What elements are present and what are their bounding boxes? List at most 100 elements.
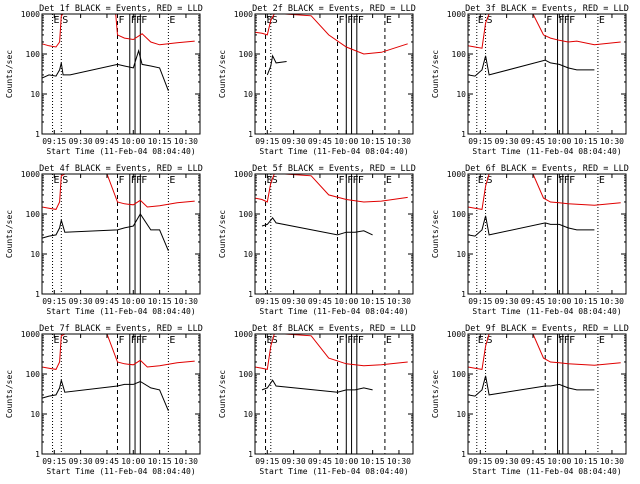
- x-tick-label: 10:30: [600, 297, 624, 306]
- y-tick-label: 100: [452, 210, 467, 219]
- chart-title: Det 3f BLACK = Events, RED = LLD: [465, 4, 629, 14]
- y-tick-label: 1000: [447, 330, 466, 339]
- event-marker-label: F: [339, 15, 345, 26]
- y-axis-label: Counts/sec: [5, 370, 14, 418]
- x-tick-label: 10:00: [547, 297, 571, 306]
- x-tick-label: 10:30: [387, 457, 411, 466]
- y-tick-label: 100: [26, 50, 41, 59]
- x-tick-label: 09:15: [468, 457, 492, 466]
- y-tick-label: 100: [26, 370, 41, 379]
- detector-panel: Det 4f BLACK = Events, RED = LLD E S F F F F E 1…: [0, 160, 213, 320]
- y-axis-label: Counts/sec: [5, 50, 14, 98]
- x-tick-label: 09:45: [308, 137, 332, 146]
- x-tick-label: 10:15: [148, 137, 172, 146]
- y-tick-label: 1: [248, 130, 253, 139]
- lld-series-line: [254, 13, 408, 55]
- events-series-line: [261, 217, 373, 236]
- event-marker-label: F: [136, 175, 142, 186]
- x-tick-label: 10:30: [600, 457, 624, 466]
- y-tick-label: 100: [26, 210, 41, 219]
- x-tick-label: 10:00: [334, 137, 358, 146]
- x-tick-label: 10:00: [547, 137, 571, 146]
- lld-series-line: [467, 173, 621, 210]
- event-marker-label: F: [358, 175, 364, 186]
- x-axis-label: Start Time (11-Feb-04 08:04:40): [46, 467, 195, 476]
- event-marker-label: F: [131, 15, 137, 26]
- event-marker-label: E: [599, 15, 605, 26]
- plot-frame: [41, 333, 201, 455]
- x-tick-label: 10:00: [121, 137, 145, 146]
- y-tick-label: 10: [30, 250, 40, 259]
- event-marker-label: F: [564, 335, 570, 346]
- x-tick-label: 10:15: [574, 137, 598, 146]
- event-marker-label: F: [353, 175, 359, 186]
- event-marker-label: E: [386, 15, 392, 26]
- lld-series-line: [41, 173, 195, 210]
- x-tick-label: 09:45: [95, 457, 119, 466]
- event-marker-label: F: [131, 175, 137, 186]
- event-marker-label: F: [546, 335, 552, 346]
- y-tick-label: 1: [248, 290, 253, 299]
- events-series-line: [467, 375, 595, 397]
- event-marker-label: F: [559, 335, 565, 346]
- event-marker-label: F: [569, 15, 575, 26]
- x-tick-label: 10:00: [547, 457, 571, 466]
- lld-series-line: [467, 333, 621, 370]
- y-tick-label: 100: [239, 210, 254, 219]
- detector-panel: Det 8f BLACK = Events, RED = LLD E S F F F F E 1…: [213, 320, 426, 480]
- event-marker-label: F: [569, 175, 575, 186]
- plot-frame: [254, 13, 414, 135]
- event-marker-label: S: [62, 335, 68, 346]
- y-axis-label: Counts/sec: [431, 370, 440, 418]
- events-series-line: [41, 48, 169, 91]
- y-axis-label: Counts/sec: [431, 50, 440, 98]
- y-tick-label: 10: [243, 90, 253, 99]
- chart-title: Det 1f BLACK = Events, RED = LLD: [39, 4, 203, 14]
- event-marker-label: S: [62, 175, 68, 186]
- x-tick-label: 10:30: [174, 457, 198, 466]
- chart-title: Det 2f BLACK = Events, RED = LLD: [252, 4, 416, 14]
- events-series-line: [41, 213, 169, 251]
- detector-panel: Det 1f BLACK = Events, RED = LLD E S F F F F E 1…: [0, 0, 213, 160]
- y-tick-label: 100: [452, 50, 467, 59]
- event-marker-label: E: [478, 15, 484, 26]
- x-tick-label: 09:15: [255, 457, 279, 466]
- event-marker-label: F: [569, 335, 575, 346]
- x-axis-label: Start Time (11-Feb-04 08:04:40): [259, 467, 408, 476]
- event-marker-label: E: [478, 335, 484, 346]
- event-marker-label: F: [141, 15, 147, 26]
- y-tick-label: 10: [243, 410, 253, 419]
- detector-panel: Det 6f BLACK = Events, RED = LLD E S F F F F E 1…: [426, 160, 639, 320]
- x-tick-label: 09:45: [521, 297, 545, 306]
- x-tick-label: 09:30: [69, 297, 93, 306]
- event-marker-label: S: [487, 15, 493, 26]
- event-marker-label: F: [347, 175, 353, 186]
- event-marker-label: S: [62, 15, 68, 26]
- event-marker-label: F: [546, 175, 552, 186]
- y-tick-label: 10: [30, 90, 40, 99]
- x-tick-label: 09:15: [255, 137, 279, 146]
- x-tick-label: 10:00: [121, 297, 145, 306]
- x-tick-label: 09:45: [308, 457, 332, 466]
- y-axis-label: Counts/sec: [431, 210, 440, 258]
- y-tick-label: 1000: [447, 10, 466, 19]
- events-series-line: [467, 215, 595, 237]
- x-tick-label: 09:30: [495, 297, 519, 306]
- event-marker-label: F: [358, 335, 364, 346]
- chart-title: Det 6f BLACK = Events, RED = LLD: [465, 164, 629, 174]
- event-marker-label: F: [347, 15, 353, 26]
- y-tick-label: 10: [456, 250, 466, 259]
- event-marker-label: F: [136, 335, 142, 346]
- y-tick-label: 100: [239, 370, 254, 379]
- x-tick-label: 09:15: [42, 137, 66, 146]
- lld-series-line: [254, 333, 408, 371]
- plot-frame: [254, 333, 414, 455]
- x-tick-label: 09:15: [468, 297, 492, 306]
- lld-series-line: [467, 13, 621, 49]
- y-tick-label: 1: [35, 290, 40, 299]
- event-marker-label: F: [353, 335, 359, 346]
